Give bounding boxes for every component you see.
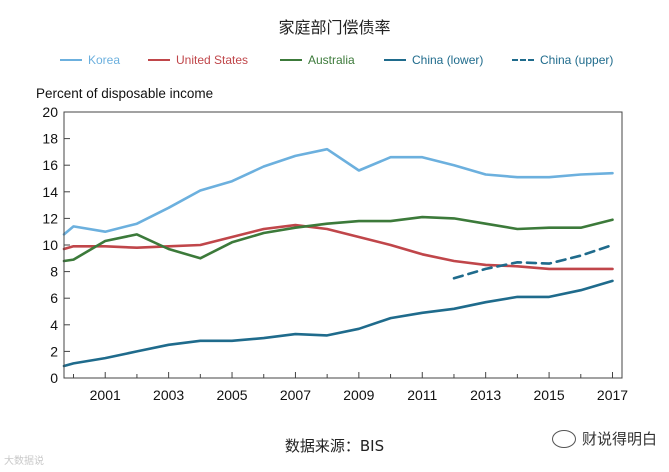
series-line-australia <box>62 215 614 263</box>
legend-label-united-states: United States <box>176 53 249 67</box>
x-tick-label: 2015 <box>534 387 565 403</box>
x-tick-label: 2007 <box>280 387 311 403</box>
x-tick-label: 2017 <box>597 387 628 403</box>
plot-frame <box>63 111 623 379</box>
y-tick-label: 16 <box>42 157 58 173</box>
legend-swatch-korea <box>60 59 82 61</box>
x-tick-label: 2001 <box>90 387 121 403</box>
series-line-china-lower <box>62 279 614 368</box>
x-tick-label: 2009 <box>343 387 374 403</box>
legend-label-china-lower: China (lower) <box>412 53 484 67</box>
series-layer <box>62 147 614 368</box>
y-tick-label: 8 <box>50 264 58 280</box>
x-tick-label: 2013 <box>470 387 501 403</box>
wechat-icon <box>551 429 576 448</box>
legend-item-china-lower: China (lower) <box>384 50 483 70</box>
series-line-korea <box>62 147 614 236</box>
series-line-china-upper <box>452 243 614 280</box>
legend-item-china-upper: China (upper) <box>512 50 613 70</box>
legend-swatch-china-lower <box>384 59 406 61</box>
axis-layer: 0 2 4 6 8 10 12 14 16 18 20 2001 2003 2005 2007 2009 201… <box>42 104 628 403</box>
legend-label-china-upper: China (upper) <box>540 53 614 67</box>
watermark-right: 财说得明白 <box>551 428 657 449</box>
watermark-right-text: 财说得明白 <box>581 430 657 448</box>
y-tick-label: 14 <box>42 184 58 200</box>
legend-swatch-united-states <box>148 59 170 61</box>
legend-swatch-australia <box>280 59 302 61</box>
chart-legend: Korea United States Australia China (low… <box>36 50 636 70</box>
watermark-left: 大数据说 <box>4 456 44 467</box>
x-tick-label: 2005 <box>216 387 247 403</box>
y-axis-label: Percent of disposable income <box>36 86 214 101</box>
legend-label-australia: Australia <box>308 53 355 67</box>
x-tick-label: 2011 <box>407 387 437 403</box>
y-tick-label: 20 <box>42 104 58 120</box>
legend-item-australia: Australia <box>280 50 355 70</box>
y-tick-label: 0 <box>50 370 58 386</box>
y-tick-label: 10 <box>42 237 58 253</box>
data-source-note: 数据来源：BIS <box>284 437 385 455</box>
chart-title: 家庭部门偿债率 <box>278 18 391 37</box>
series-line-united-states <box>62 223 614 271</box>
legend-swatch-china-upper <box>512 59 534 61</box>
y-tick-label: 2 <box>50 343 58 359</box>
y-tick-label: 4 <box>50 317 58 333</box>
legend-label-korea: Korea <box>88 53 121 67</box>
legend-item-korea: Korea <box>60 50 120 70</box>
y-tick-label: 18 <box>42 131 58 147</box>
x-tick-label: 2003 <box>153 387 184 403</box>
y-tick-label: 6 <box>50 290 58 306</box>
y-tick-label: 12 <box>42 210 58 226</box>
legend-item-united-states: United States <box>148 50 248 70</box>
